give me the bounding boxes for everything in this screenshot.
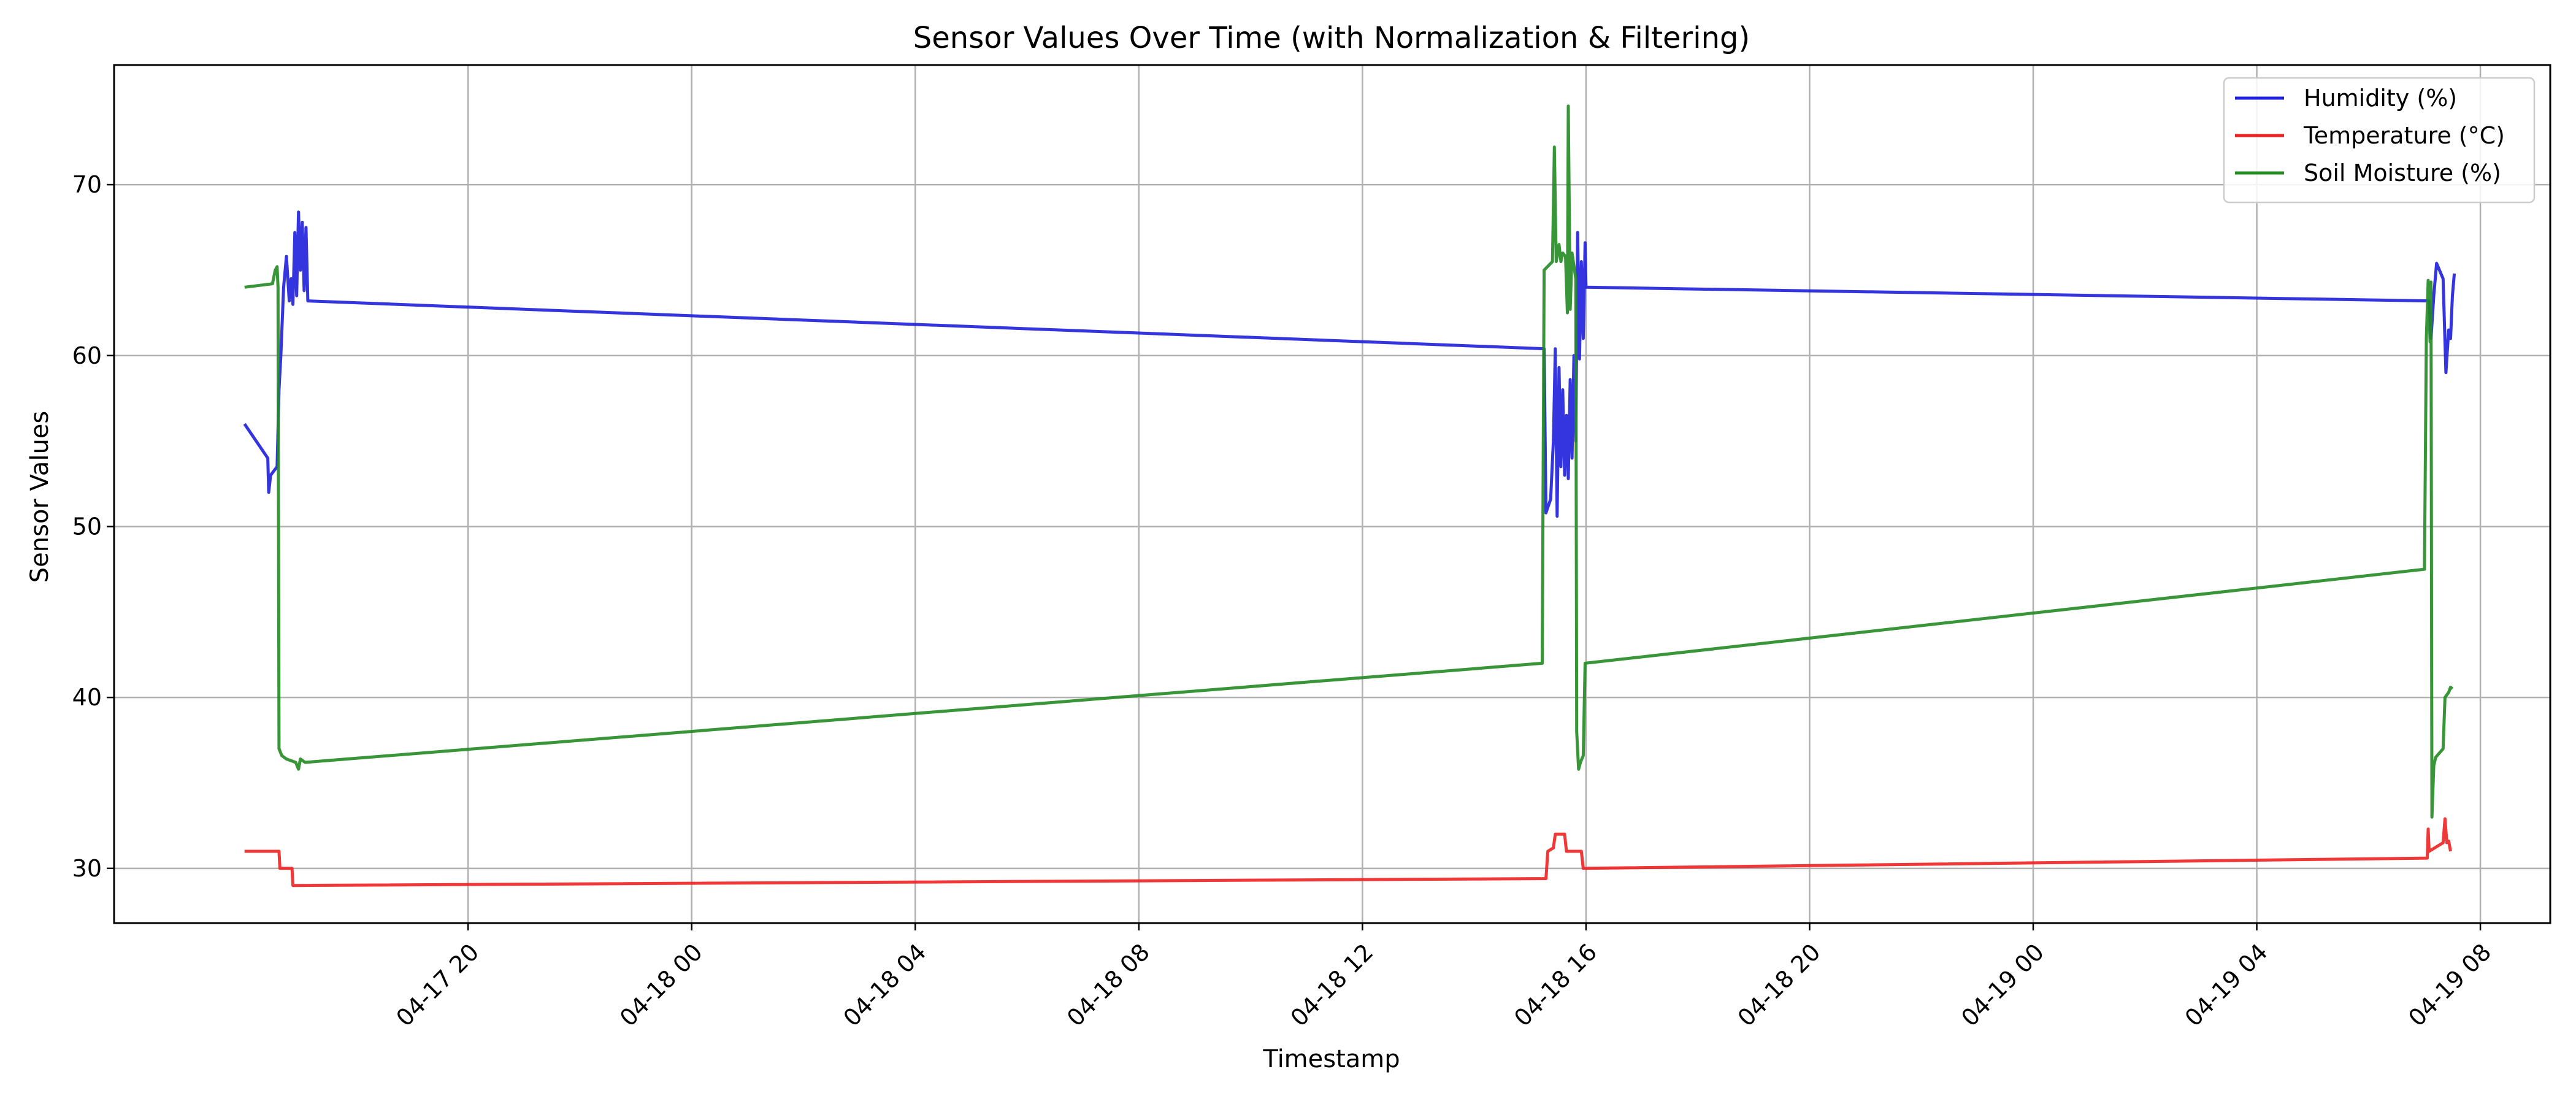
legend-label: Soil Moisture (%) <box>2304 159 2501 186</box>
x-axis-label: Timestamp <box>1262 1045 1400 1073</box>
y-tick-label: 40 <box>72 684 102 711</box>
legend-label: Humidity (%) <box>2304 85 2457 112</box>
legend: Humidity (%) Temperature (°C) Soil Moistur… <box>2223 77 2536 204</box>
plot-frame <box>113 64 2551 924</box>
y-axis-label: Sensor Values <box>26 411 54 583</box>
y-axis-ticks: 30 40 50 60 70 <box>72 171 114 882</box>
series-line-2 <box>244 104 2454 819</box>
legend-box <box>2223 77 2536 204</box>
y-tick-label: 70 <box>72 171 102 198</box>
chart-title: Sensor Values Over Time (with Normalizat… <box>913 21 1750 55</box>
y-tick-label: 50 <box>72 513 102 540</box>
series-lines <box>243 104 2456 887</box>
y-tick-label: 30 <box>72 855 102 882</box>
y-tick-label: 60 <box>72 342 102 369</box>
grid <box>114 65 2550 923</box>
legend-label: Temperature (°C) <box>2303 122 2505 149</box>
series-line-1 <box>244 817 2452 887</box>
